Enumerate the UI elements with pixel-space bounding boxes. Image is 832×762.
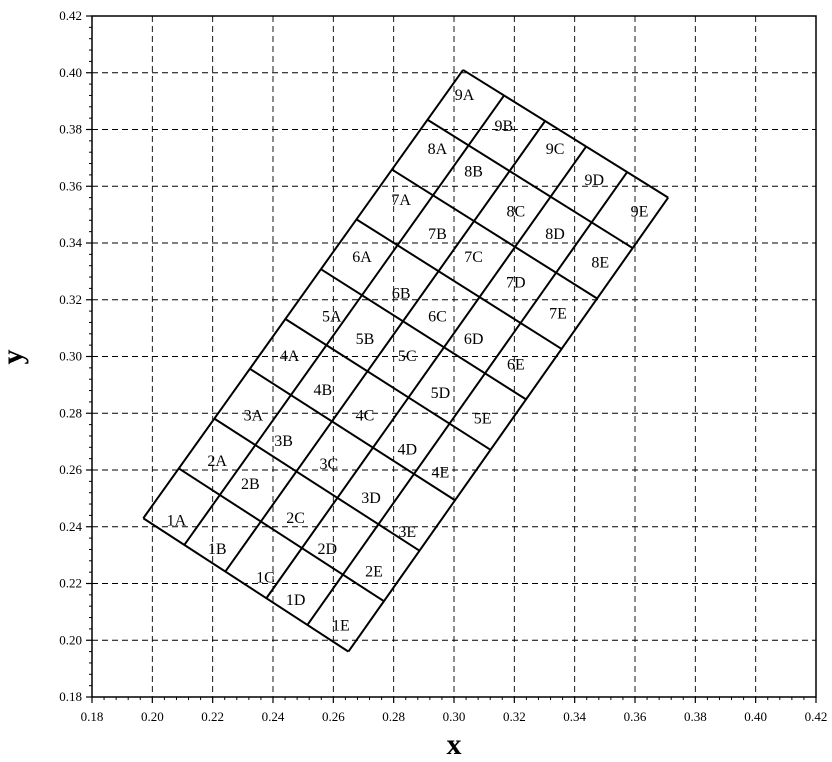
x-tick-label: 0.36 [624,709,647,724]
cell-label: 3B [274,433,293,450]
cell-label: 4A [280,348,300,365]
axis-ticks [86,15,817,703]
y-tick-label: 0.38 [59,122,82,137]
cell-label: 9E [631,203,649,220]
mesh-row-line [426,118,634,249]
cell-label: 1E [332,618,350,635]
y-tick-label: 0.24 [59,519,82,534]
y-tick-label: 0.34 [59,235,82,250]
mesh-row-line [142,517,349,653]
cell-label: 6A [352,249,372,266]
x-tick-label: 0.34 [563,709,586,724]
y-tick-label: 0.40 [59,65,82,80]
x-tick-label: 0.42 [805,709,828,724]
mesh-row-line [178,467,385,602]
y-tick-label: 0.18 [59,689,82,704]
x-tick-label: 0.22 [201,709,224,724]
cell-label: 7E [549,306,567,323]
cell-label: 8C [507,203,526,220]
mesh-row-line [284,318,492,451]
x-tick-label: 0.20 [141,709,164,724]
cell-label: 4E [432,464,450,481]
x-tick-label: 0.32 [503,709,526,724]
mesh-row-line [320,268,527,401]
cell-label: 3D [361,490,381,507]
cell-labels: 1A 1B 1C 1D 1E 2A 2B 2C 2D 2E 3A 3B 3C 3D 3E 4A 4B 4C 4D 4E… [167,87,649,635]
cell-label: 5D [431,385,451,402]
cell-label: 2E [365,564,383,581]
mesh-col-line [306,171,628,626]
cell-label: 8B [464,164,483,181]
cell-label: 5C [398,348,417,365]
mesh-row-line [391,168,598,300]
cell-label: 7B [428,226,447,243]
cell-label: 4D [397,442,417,459]
grid [92,16,816,697]
cell-label: 8E [591,254,609,271]
cell-label: 9C [546,141,565,158]
y-tick-label: 0.32 [59,292,82,307]
cell-label: 1D [286,592,306,609]
tick-labels: 0.18 0.20 0.22 0.24 0.26 0.28 0.30 0.32 0.34 0.36… [59,8,827,724]
cell-label: 1C [256,569,275,586]
mesh-col-line [224,120,546,573]
cell-label: 2C [286,510,305,527]
cell-label: 2B [241,476,260,493]
y-tick-label: 0.26 [59,462,82,477]
cell-label: 9D [584,172,604,189]
cell-label: 2D [318,541,338,558]
cell-label: 4C [356,408,375,425]
cell-label: 9A [455,87,475,104]
cell-label: 3E [398,524,416,541]
cell-label: 5E [474,411,492,428]
x-tick-label: 0.26 [322,709,345,724]
cell-label: 8A [428,141,448,158]
cell-label: 6D [464,331,484,348]
cell-label: 7D [506,274,526,291]
y-tick-label: 0.36 [59,178,82,193]
mesh-row-line [249,367,456,502]
y-tick-label: 0.28 [59,405,82,420]
cell-label: 2A [207,453,227,470]
mesh-col-line [142,69,464,519]
cell-label: 3A [244,408,264,425]
mesh-row-line [355,218,563,350]
mesh-col-line [183,94,505,546]
y-axis-title: y [0,350,29,365]
cell-label: 5B [356,331,375,348]
cell-label: 6E [507,357,525,374]
y-tick-label: 0.20 [59,632,82,647]
mesh-row-line [213,417,421,552]
cell-label: 6C [428,308,447,325]
cell-label: 7A [391,192,411,209]
cell-label: 1B [208,541,227,558]
mesh-col-line [265,145,587,599]
x-tick-label: 0.30 [443,709,466,724]
x-tick-label: 0.40 [744,709,767,724]
x-tick-label: 0.24 [262,709,285,724]
x-axis-title: x [447,728,462,761]
x-tick-label: 0.38 [684,709,707,724]
cell-label: 9B [494,118,513,135]
y-tick-label: 0.42 [59,8,82,23]
x-tick-label: 0.28 [382,709,405,724]
cell-label: 4B [313,382,332,399]
mesh [142,69,670,653]
cell-label: 3C [319,456,338,473]
cell-label: 8D [545,226,565,243]
cell-label: 5A [322,308,342,325]
cell-label: 6B [392,286,411,303]
y-tick-label: 0.30 [59,349,82,364]
cell-label: 7C [464,249,483,266]
mesh-col-line [347,197,670,653]
mesh-row-line [462,69,669,199]
y-tick-label: 0.22 [59,576,82,591]
cell-label: 1A [167,513,187,530]
x-tick-label: 0.18 [81,709,104,724]
